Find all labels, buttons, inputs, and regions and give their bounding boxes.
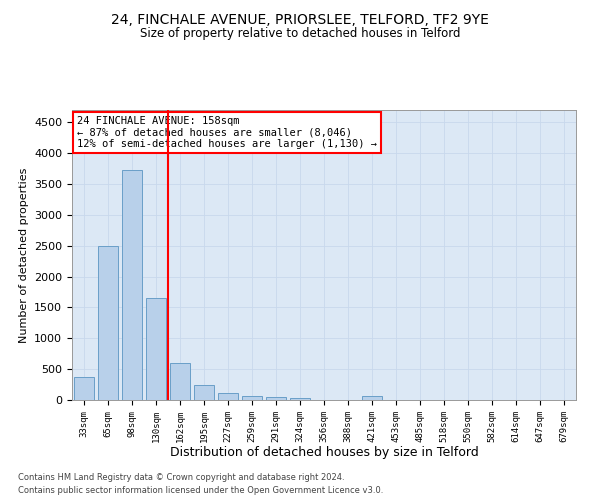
Bar [74, 376, 94, 400]
Bar [122, 170, 142, 400]
Bar [290, 398, 310, 400]
Bar [218, 393, 238, 400]
Bar [98, 246, 118, 400]
Bar [170, 363, 190, 400]
Text: Contains HM Land Registry data © Crown copyright and database right 2024.: Contains HM Land Registry data © Crown c… [18, 474, 344, 482]
Bar [194, 385, 214, 400]
Bar [362, 396, 382, 400]
Text: Distribution of detached houses by size in Telford: Distribution of detached houses by size … [170, 446, 478, 459]
Text: Contains public sector information licensed under the Open Government Licence v3: Contains public sector information licen… [18, 486, 383, 495]
Text: Size of property relative to detached houses in Telford: Size of property relative to detached ho… [140, 28, 460, 40]
Bar [242, 396, 262, 400]
Y-axis label: Number of detached properties: Number of detached properties [19, 168, 29, 342]
Text: 24 FINCHALE AVENUE: 158sqm
← 87% of detached houses are smaller (8,046)
12% of s: 24 FINCHALE AVENUE: 158sqm ← 87% of deta… [77, 116, 377, 149]
Text: 24, FINCHALE AVENUE, PRIORSLEE, TELFORD, TF2 9YE: 24, FINCHALE AVENUE, PRIORSLEE, TELFORD,… [111, 12, 489, 26]
Bar [266, 397, 286, 400]
Bar [146, 298, 166, 400]
